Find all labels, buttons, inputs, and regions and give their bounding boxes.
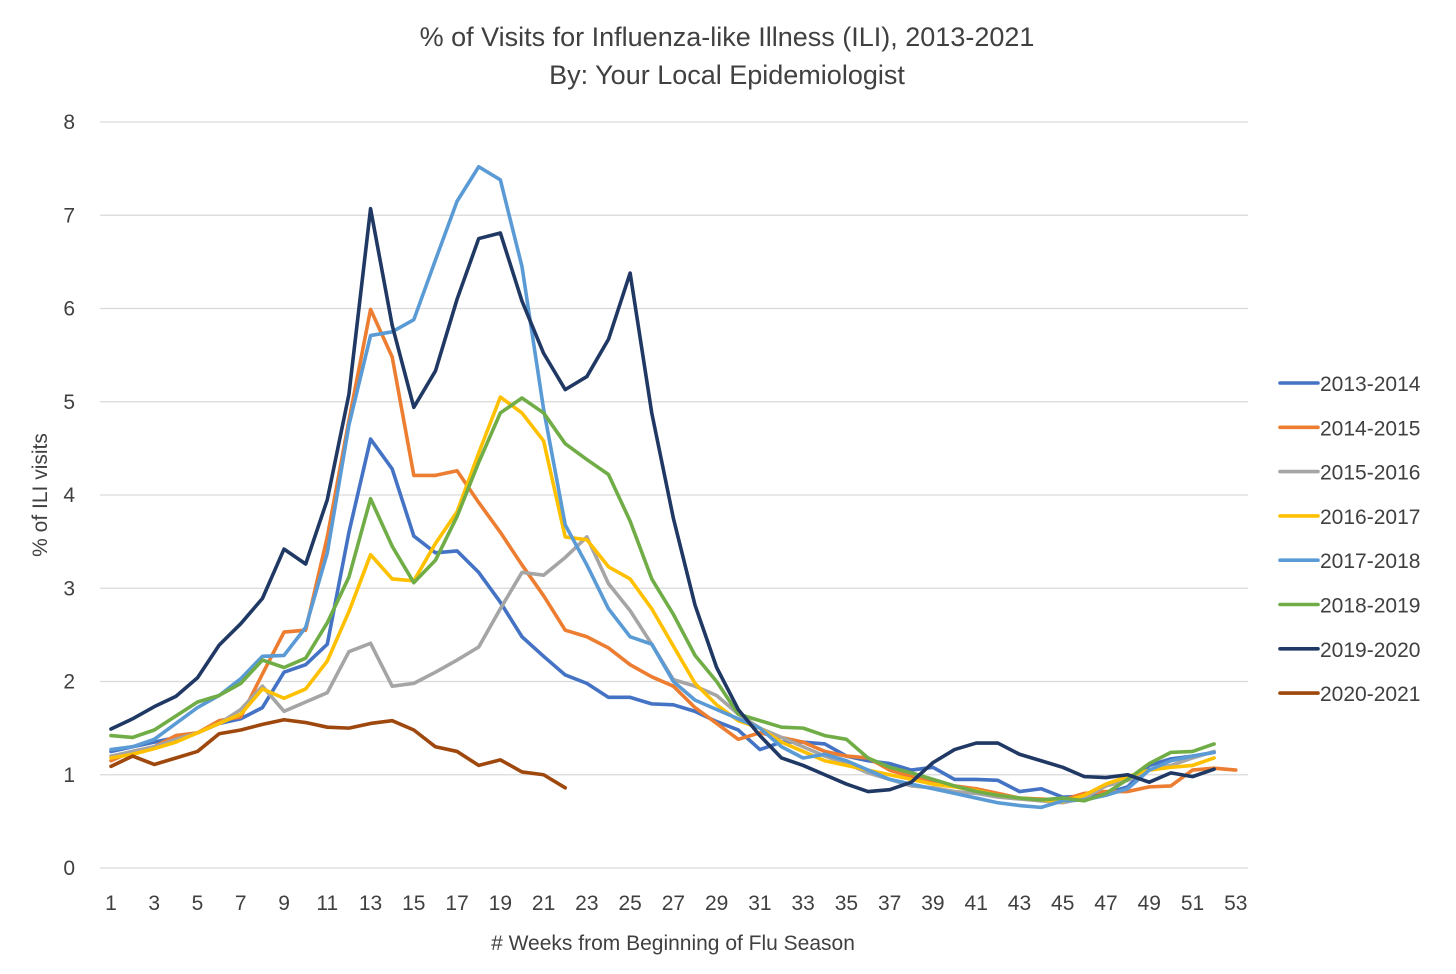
x-tick-label: 35 xyxy=(835,892,858,915)
x-tick-label: 53 xyxy=(1224,892,1247,915)
y-tick-label: 0 xyxy=(63,857,75,880)
y-tick-label: 3 xyxy=(63,577,75,600)
series-lines xyxy=(109,164,1238,810)
series-line-2013-2014 xyxy=(109,437,1216,799)
x-tick-label: 1 xyxy=(105,892,117,915)
y-tick-label: 5 xyxy=(63,391,75,414)
x-axis-label: # Weeks from Beginning of Flu Season xyxy=(491,932,855,955)
x-tick-label: 9 xyxy=(278,892,290,915)
x-tick-label: 49 xyxy=(1138,892,1161,915)
x-tick-label: 7 xyxy=(235,892,247,915)
y-tick-label: 1 xyxy=(63,764,75,787)
y-tick-label: 6 xyxy=(63,298,75,321)
legend-label: 2019-2020 xyxy=(1320,639,1420,662)
gridlines xyxy=(100,121,1248,869)
legend-label: 2017-2018 xyxy=(1320,550,1420,573)
series-line-2018-2019 xyxy=(109,396,1216,803)
legend-label: 2013-2014 xyxy=(1320,373,1421,396)
x-tick-label: 3 xyxy=(148,892,160,915)
x-tick-label: 37 xyxy=(878,892,901,915)
series-line-2019-2020 xyxy=(109,206,1216,794)
x-tick-label: 41 xyxy=(965,892,988,915)
x-tick-label: 27 xyxy=(662,892,685,915)
x-tick-label: 23 xyxy=(575,892,598,915)
legend-label: 2015-2016 xyxy=(1320,462,1420,485)
x-tick-label: 15 xyxy=(402,892,425,915)
y-tick-label: 2 xyxy=(63,671,75,694)
x-tick-label: 11 xyxy=(316,892,338,915)
x-tick-label: 5 xyxy=(192,892,204,915)
x-tick-label: 47 xyxy=(1094,892,1117,915)
legend-label: 2016-2017 xyxy=(1320,506,1420,529)
chart-subtitle: By: Your Local Epidemiologist xyxy=(549,60,905,90)
x-tick-label: 43 xyxy=(1008,892,1031,915)
y-axis-label: % of ILI visits xyxy=(29,433,52,557)
legend-label: 2014-2015 xyxy=(1320,417,1420,440)
y-tick-label: 4 xyxy=(63,484,75,507)
series-line-2020-2021 xyxy=(109,717,568,790)
x-tick-label: 31 xyxy=(748,892,771,915)
x-tick-label: 19 xyxy=(489,892,512,915)
y-tick-label: 8 xyxy=(63,111,75,134)
chart-title: % of Visits for Influenza-like Illness (… xyxy=(420,22,1035,52)
series-line-2017-2018 xyxy=(109,164,1216,810)
y-axis-ticks: 0 1 2 3 4 5 6 7 8 xyxy=(63,111,75,880)
x-tick-label: 51 xyxy=(1181,892,1204,915)
legend: 2013-2014 2014-2015 2015-2016 2016-2017 2017… xyxy=(1278,373,1421,706)
x-tick-label: 13 xyxy=(359,892,382,915)
x-tick-label: 39 xyxy=(921,892,944,915)
x-tick-label: 45 xyxy=(1051,892,1074,915)
x-tick-label: 25 xyxy=(618,892,641,915)
x-tick-label: 21 xyxy=(532,892,555,915)
x-axis-ticks: 1 3 5 7 9 11 13 15 17 19 21 23 25 27 29 31 33 35 37 39 41 43 4… xyxy=(105,892,1247,915)
x-tick-label: 29 xyxy=(705,892,728,915)
legend-label: 2018-2019 xyxy=(1320,595,1420,618)
legend-label: 2020-2021 xyxy=(1320,683,1420,706)
y-tick-label: 7 xyxy=(63,204,75,227)
x-tick-label: 17 xyxy=(445,892,468,915)
x-tick-label: 33 xyxy=(791,892,814,915)
